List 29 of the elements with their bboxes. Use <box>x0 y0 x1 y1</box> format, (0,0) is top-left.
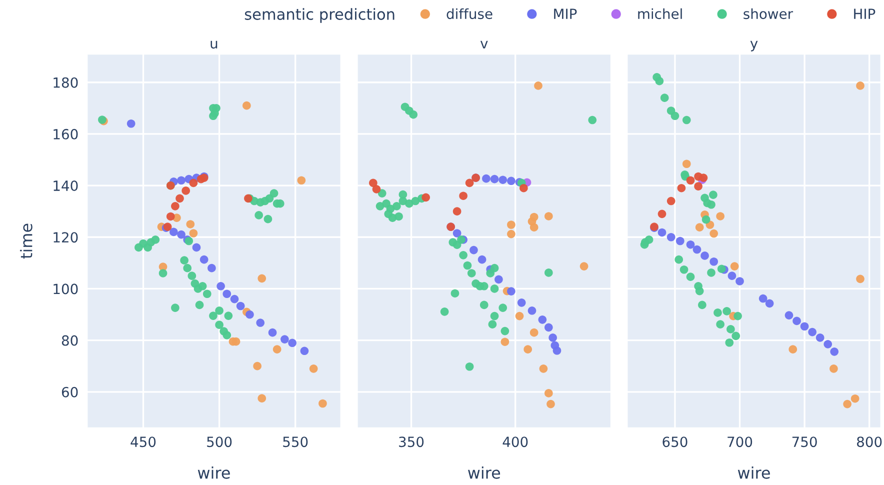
x-tick-label: 400 <box>502 436 528 448</box>
legend-label: HIP <box>854 8 876 19</box>
x-axis-title: wire <box>468 466 500 479</box>
legend-label: michel <box>638 8 682 20</box>
x-axis-title: wire <box>198 466 230 479</box>
y-tick-label: 120 <box>54 232 78 243</box>
x-tick-label: 450 <box>130 436 156 448</box>
x-tick-label: 800 <box>857 436 882 448</box>
legend-label: diffuse <box>446 8 492 20</box>
x-tick-label: 500 <box>207 436 232 448</box>
y-tick-label: 160 <box>54 128 78 140</box>
x-tick-label: 550 <box>283 436 308 448</box>
x-tick-label: 750 <box>792 436 817 448</box>
y-tick-label: 100 <box>54 284 78 294</box>
chart-title: v <box>480 40 488 48</box>
legend-label: MIP <box>554 8 577 19</box>
y-tick-label: 140 <box>54 180 78 192</box>
y-tick-label: 180 <box>54 77 78 88</box>
x-tick-label: 350 <box>399 436 424 448</box>
legend-label: shower <box>744 8 794 20</box>
y-axis-title: time <box>20 224 32 259</box>
y-tick-label: 80 <box>62 335 78 346</box>
x-axis-title: wire <box>738 466 770 479</box>
chart-title: y <box>750 40 758 52</box>
chart-title: u <box>210 40 218 49</box>
x-tick-label: 700 <box>728 436 752 448</box>
legend-title: semantic prediction <box>244 8 394 23</box>
y-tick-label: 60 <box>62 386 78 398</box>
x-tick-label: 650 <box>662 436 688 448</box>
